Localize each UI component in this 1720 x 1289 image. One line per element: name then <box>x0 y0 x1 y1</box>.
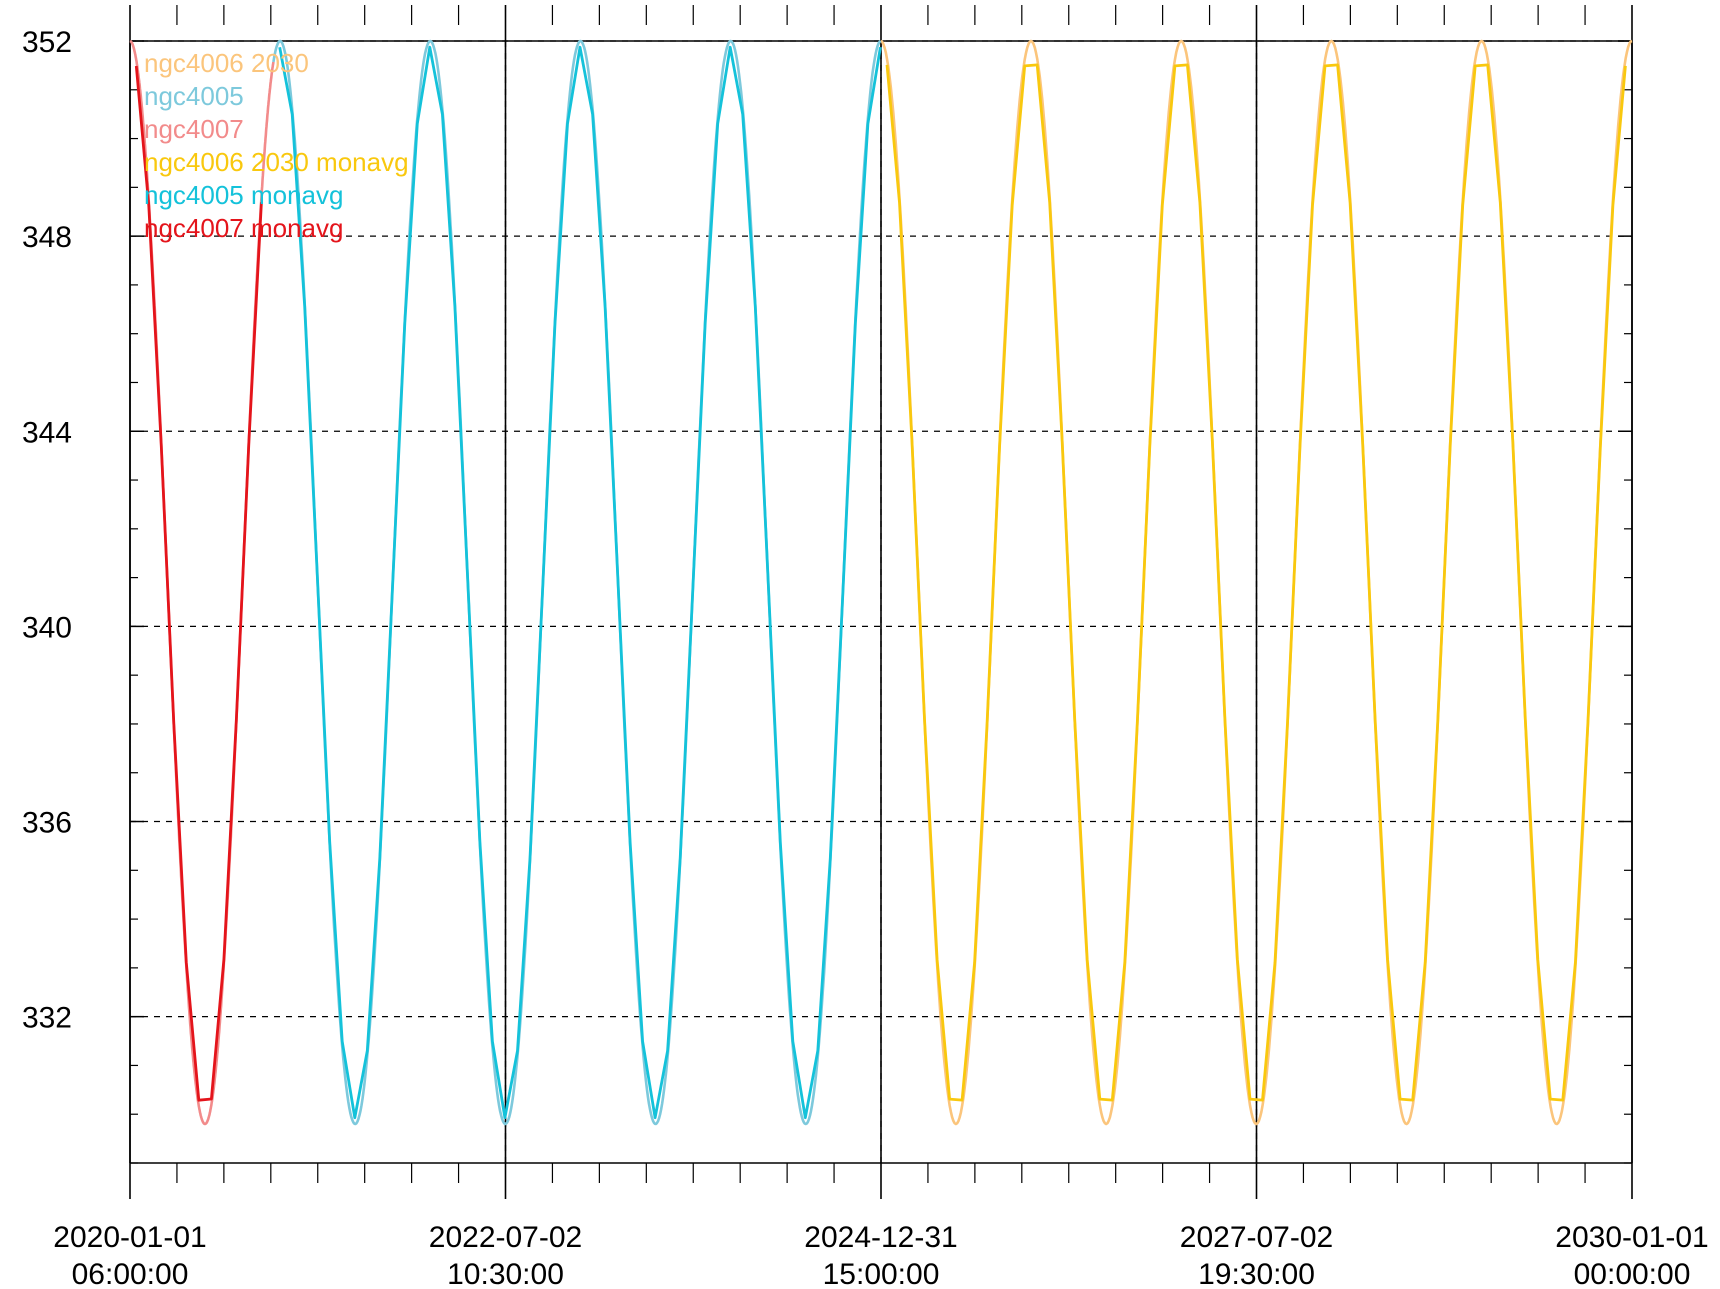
x-tick-date: 2020-01-01 <box>53 1221 206 1254</box>
tick-labels: 332 336 340 344 348 352 2020-01-01 06:00:00 2022… <box>22 26 1709 1289</box>
y-tick-label: 352 <box>22 26 72 59</box>
x-tick-time: 00:00:00 <box>1574 1258 1691 1289</box>
axes <box>129 5 1633 1199</box>
y-tick-label: 332 <box>22 1002 72 1035</box>
series-line-ngc4005-monavg <box>278 45 882 1120</box>
series-line-ngc4007-monavg <box>134 65 263 1102</box>
x-tick-time: 15:00:00 <box>823 1258 940 1289</box>
legend-entry: ngc4005 monavg <box>144 180 343 210</box>
legend-entry: ngc4005 <box>144 81 244 111</box>
series-line-ngc4005 <box>272 39 882 1126</box>
x-tick-date: 2024-12-31 <box>804 1221 957 1254</box>
x-tick-date: 2030-01-01 <box>1555 1221 1708 1254</box>
x-tick-time: 06:00:00 <box>72 1258 189 1289</box>
x-tick-date: 2022-07-02 <box>429 1221 582 1254</box>
x-tick-time: 10:30:00 <box>447 1258 564 1289</box>
legend-entry: ngc4006 2030 <box>144 48 309 78</box>
legend-entry: ngc4006 2030 monavg <box>144 147 409 177</box>
y-tick-label: 340 <box>22 611 72 644</box>
legend-entry: ngc4007 monavg <box>144 213 343 243</box>
y-tick-label: 336 <box>22 807 72 840</box>
legend-entry: ngc4007 <box>144 114 244 144</box>
y-tick-label: 344 <box>22 416 72 449</box>
x-tick-time: 19:30:00 <box>1198 1258 1315 1289</box>
series-line-ngc4006-2030-monavg <box>885 63 1627 1102</box>
series-lines <box>128 39 1633 1126</box>
y-tick-label: 348 <box>22 221 72 254</box>
x-tick-date: 2027-07-02 <box>1180 1221 1333 1254</box>
